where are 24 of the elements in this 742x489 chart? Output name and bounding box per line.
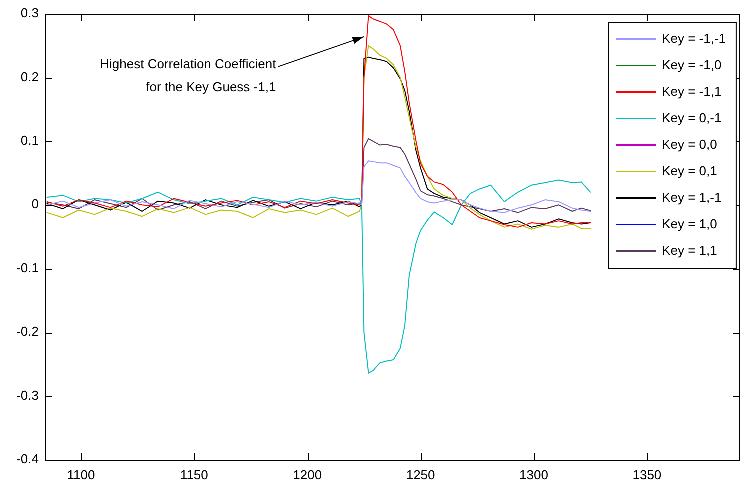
legend-label: Key = -1,1 [662, 84, 722, 99]
legend-label: Key = -1,-1 [662, 30, 726, 46]
y-tick-label: 0 [32, 196, 39, 212]
y-tick-label: -0.4 [16, 452, 39, 467]
y-tick-label: 0.1 [20, 133, 39, 148]
legend-label: Key = 1,-1 [662, 190, 722, 205]
annotation: Highest Correlation Coefficient for the Key Guess -1,1 [100, 56, 277, 95]
x-tick-label: 1100 [67, 467, 96, 482]
x-tick-label: 1150 [180, 467, 208, 482]
y-tick-label: -0.3 [16, 388, 39, 403]
y-tick-label: 0.2 [20, 69, 39, 84]
legend-label: Key = -1,0 [662, 57, 722, 72]
y-tick-label: -0.2 [16, 324, 39, 340]
legend-label: Key = 1,0 [662, 216, 718, 232]
legend-label: Key = 0,1 [662, 163, 718, 178]
x-tick-label: 1350 [632, 467, 662, 482]
legend-label: Key = 1,1 [662, 242, 718, 258]
x-tick-label: 1250 [406, 467, 436, 482]
legend-label: Key = 0,0 [662, 136, 718, 152]
y-tick-label: -0.1 [16, 260, 39, 276]
x-tick-label: 1300 [520, 467, 548, 482]
legend-label: Key = 0,-1 [662, 110, 722, 126]
x-tick-label: 1200 [293, 467, 322, 482]
y-tick-label: 0.3 [20, 6, 39, 21]
